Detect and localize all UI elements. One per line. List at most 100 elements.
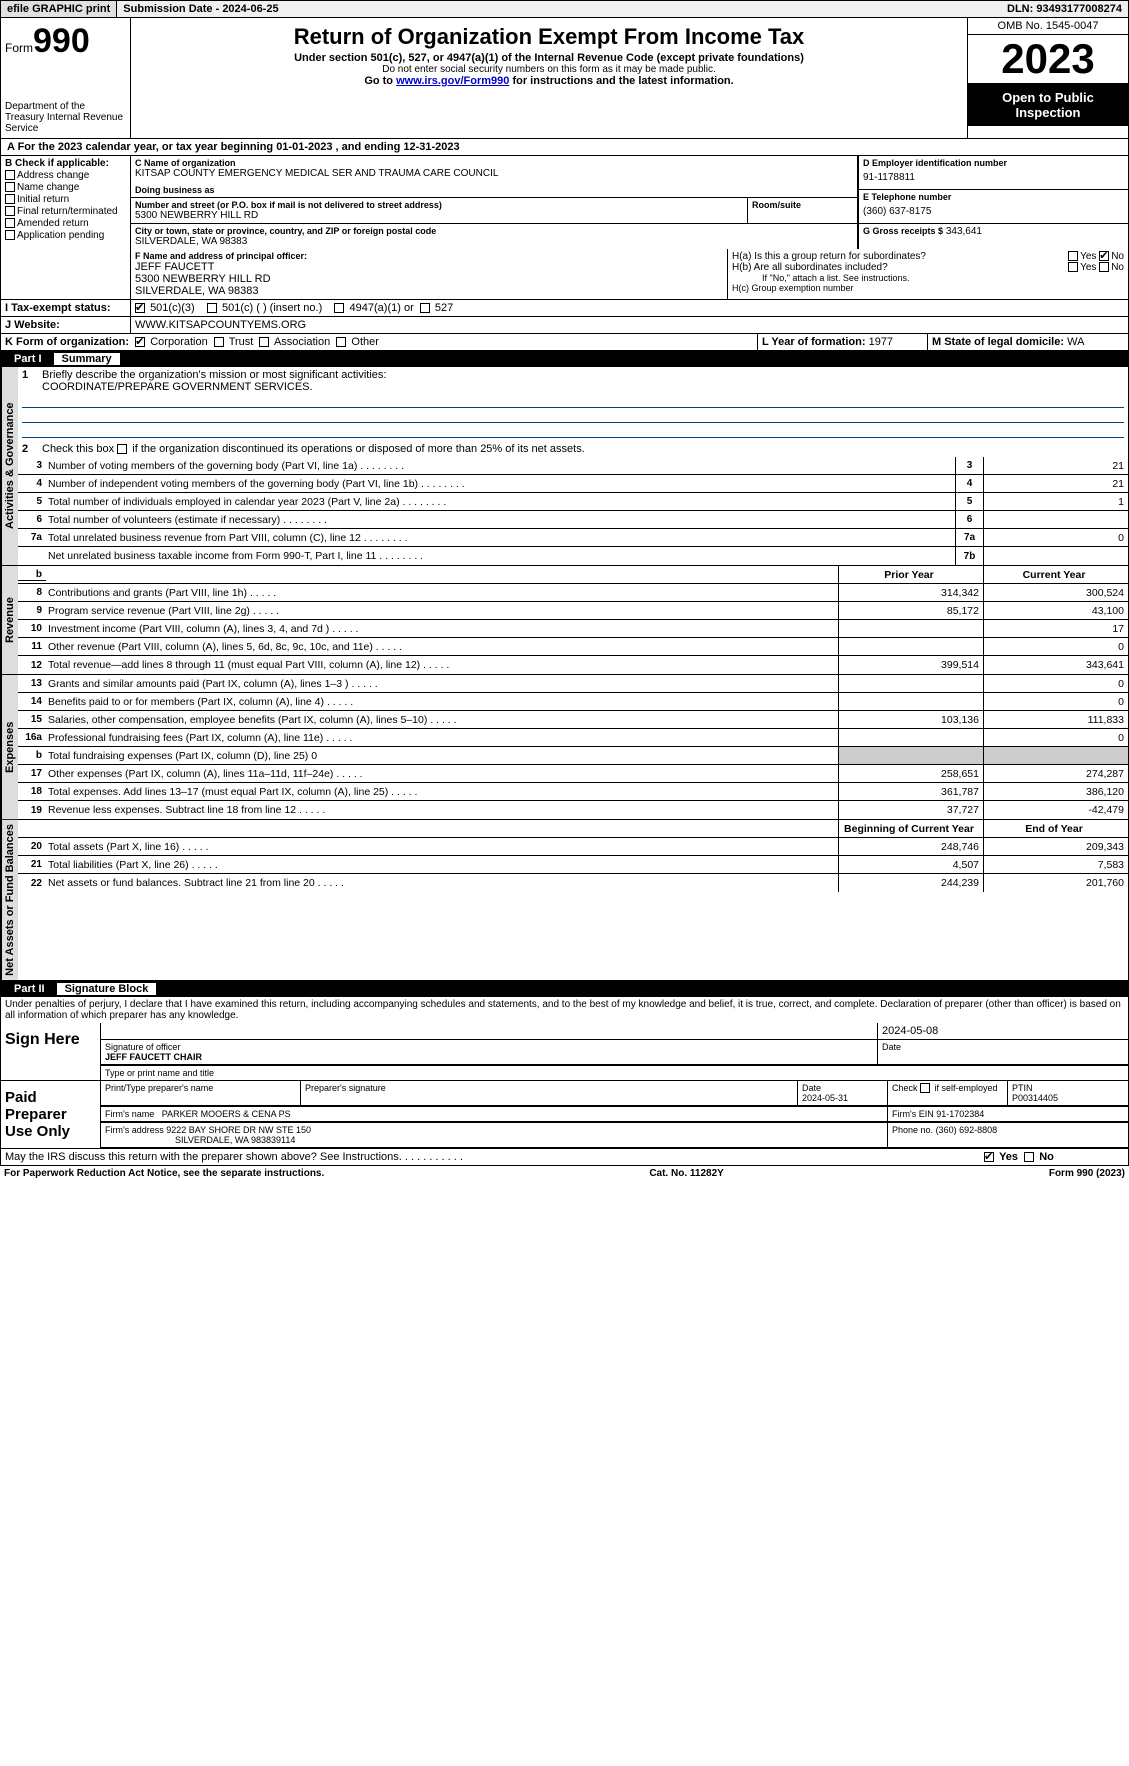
chk-assoc[interactable] — [259, 337, 269, 347]
year-formation-value: 1977 — [869, 336, 893, 348]
chk-other[interactable] — [336, 337, 346, 347]
h-b-no[interactable] — [1099, 262, 1109, 272]
chk-app-pending[interactable]: Application pending — [5, 230, 126, 241]
chk-corp[interactable] — [135, 337, 145, 347]
street-address: 5300 NEWBERRY HILL RD — [135, 210, 743, 221]
website-label: J Website: — [1, 317, 131, 333]
subtitle-1: Under section 501(c), 527, or 4947(a)(1)… — [135, 52, 963, 64]
chk-address-change[interactable]: Address change — [5, 170, 126, 181]
ein-value: 91-1178811 — [863, 168, 1124, 187]
discuss-text: May the IRS discuss this return with the… — [5, 1151, 984, 1163]
box-b-label: B Check if applicable: — [5, 158, 126, 169]
submission-date: Submission Date - 2024-06-25 — [117, 1, 284, 17]
h-c-label: H(c) Group exemption number — [732, 283, 1124, 293]
form-number: Form990 — [5, 22, 126, 61]
city-value: SILVERDALE, WA 98383 — [135, 236, 853, 247]
discuss-no[interactable] — [1024, 1152, 1034, 1162]
city-label: City or town, state or province, country… — [135, 226, 853, 236]
officer-sig-name: JEFF FAUCETT CHAIR — [105, 1052, 202, 1062]
summary-line: 12Total revenue—add lines 8 through 11 (… — [18, 656, 1128, 674]
footer: For Paperwork Reduction Act Notice, see … — [0, 1166, 1129, 1181]
chk-self-employed[interactable] — [920, 1083, 930, 1093]
chk-amended[interactable]: Amended return — [5, 218, 126, 229]
firm-addr1: 9222 BAY SHORE DR NW STE 150 — [166, 1125, 311, 1135]
firm-addr2: SILVERDALE, WA 983839114 — [175, 1135, 295, 1145]
room-label: Room/suite — [752, 200, 853, 210]
beg-year-hdr: Beginning of Current Year — [838, 820, 983, 837]
row-a-tax-year: A For the 2023 calendar year, or tax yea… — [0, 139, 1129, 156]
chk-527[interactable] — [420, 303, 430, 313]
irs-link[interactable]: www.irs.gov/Form990 — [396, 75, 509, 87]
ptin-value: P00314405 — [1012, 1093, 1058, 1103]
summary-line: Net unrelated business taxable income fr… — [18, 547, 1128, 565]
h-a-no[interactable] — [1099, 251, 1109, 261]
h-b-note: If "No," attach a list. See instructions… — [732, 273, 1124, 283]
discuss-yes[interactable] — [984, 1152, 994, 1162]
summary-line: bTotal fundraising expenses (Part IX, co… — [18, 747, 1128, 765]
summary-line: 14Benefits paid to or for members (Part … — [18, 693, 1128, 711]
sig-date1: 2024-05-08 — [878, 1023, 1128, 1039]
org-name-label: C Name of organization — [135, 158, 853, 168]
pra-notice: For Paperwork Reduction Act Notice, see … — [4, 1168, 324, 1179]
entity-block: B Check if applicable: Address change Na… — [0, 156, 1129, 249]
activities-governance: Activities & Governance 1Briefly describ… — [0, 367, 1129, 566]
chk-discontinued[interactable] — [117, 444, 127, 454]
summary-line: 20Total assets (Part X, line 16) . . . .… — [18, 838, 1128, 856]
gross-receipts-value: 343,641 — [946, 226, 982, 237]
officer-addr2: SILVERDALE, WA 98383 — [135, 285, 723, 297]
chk-501c3[interactable] — [135, 303, 145, 313]
form-title: Return of Organization Exempt From Incom… — [135, 24, 963, 50]
date-label: Date — [878, 1040, 1128, 1065]
current-year-hdr: Current Year — [983, 566, 1128, 583]
end-year-hdr: End of Year — [983, 820, 1128, 837]
dln: DLN: 93493177008274 — [1001, 1, 1128, 17]
prep-name-label: Print/Type preparer's name — [101, 1081, 301, 1106]
part-1-header: Part ISummary — [0, 351, 1129, 367]
dept-label: Department of the Treasury Internal Reve… — [5, 101, 126, 134]
chk-name-change[interactable]: Name change — [5, 182, 126, 193]
rev-label: Revenue — [1, 566, 18, 674]
officer-addr1: 5300 NEWBERRY HILL RD — [135, 273, 723, 285]
tax-exempt-label: I Tax-exempt status: — [1, 300, 131, 316]
prep-date: 2024-05-31 — [802, 1093, 848, 1103]
chk-trust[interactable] — [214, 337, 224, 347]
q2-text: Check this box if the organization disco… — [42, 443, 585, 455]
officer-group-row: F Name and address of principal officer:… — [0, 249, 1129, 300]
omb-number: OMB No. 1545-0047 — [968, 18, 1128, 35]
h-a-yes[interactable] — [1068, 251, 1078, 261]
sign-here-label: Sign Here — [1, 1023, 101, 1080]
dba-label: Doing business as — [135, 185, 853, 195]
header-bar: efile GRAPHIC print Submission Date - 20… — [0, 0, 1129, 18]
row-i: I Tax-exempt status: 501(c)(3) 501(c) ( … — [0, 300, 1129, 317]
chk-501c[interactable] — [207, 303, 217, 313]
street-label: Number and street (or P.O. box if mail i… — [135, 200, 743, 210]
summary-line: 17Other expenses (Part IX, column (A), l… — [18, 765, 1128, 783]
domicile-value: WA — [1067, 336, 1084, 348]
org-name: KITSAP COUNTY EMERGENCY MEDICAL SER AND … — [135, 168, 853, 179]
year-formation-label: L Year of formation: — [762, 336, 866, 348]
efile-print-button[interactable]: efile GRAPHIC print — [1, 1, 117, 17]
chk-final-return[interactable]: Final return/terminated — [5, 206, 126, 217]
phone-value: (360) 637-8175 — [863, 202, 1124, 221]
net-assets-section: Net Assets or Fund Balances Beginning of… — [0, 820, 1129, 981]
summary-line: 15Salaries, other compensation, employee… — [18, 711, 1128, 729]
form-org-label: K Form of organization: — [5, 336, 129, 348]
exp-label: Expenses — [1, 675, 18, 819]
h-b-yes[interactable] — [1068, 262, 1078, 272]
chk-initial-return[interactable]: Initial return — [5, 194, 126, 205]
subtitle-2: Do not enter social security numbers on … — [135, 64, 963, 75]
summary-line: 3Number of voting members of the governi… — [18, 457, 1128, 475]
phone-label: E Telephone number — [863, 192, 1124, 202]
perjury-text: Under penalties of perjury, I declare th… — [0, 997, 1129, 1023]
form-header: Form990 Department of the Treasury Inter… — [0, 18, 1129, 139]
chk-4947[interactable] — [334, 303, 344, 313]
type-name-label: Type or print name and title — [101, 1066, 1128, 1080]
summary-line: 13Grants and similar amounts paid (Part … — [18, 675, 1128, 693]
h-b-label: H(b) Are all subordinates included? — [732, 262, 1014, 273]
firm-ein: 91-1702384 — [936, 1109, 984, 1119]
summary-line: 21Total liabilities (Part X, line 26) . … — [18, 856, 1128, 874]
summary-line: 19Revenue less expenses. Subtract line 1… — [18, 801, 1128, 819]
prep-sig-label: Preparer's signature — [301, 1081, 798, 1106]
domicile-label: M State of legal domicile: — [932, 336, 1064, 348]
row-klm: K Form of organization: Corporation Trus… — [0, 334, 1129, 351]
